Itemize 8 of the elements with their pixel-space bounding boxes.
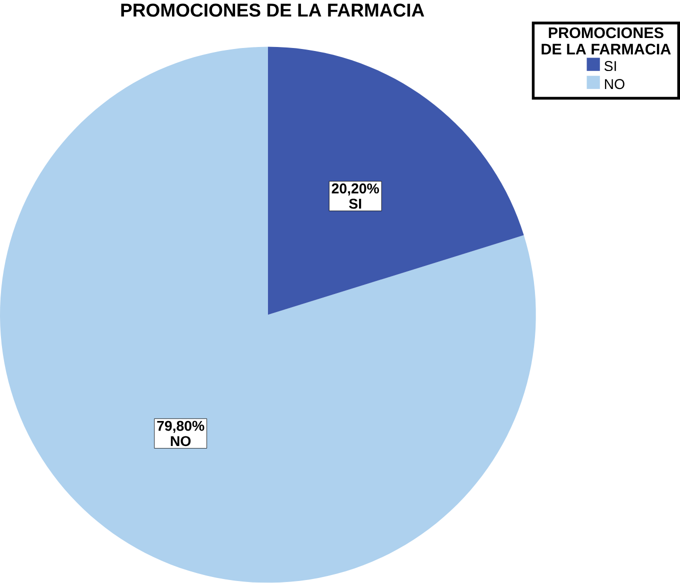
data-label: 79,80% bbox=[157, 420, 204, 434]
data-label: 20,20% bbox=[332, 184, 379, 196]
legend-label: NO bbox=[604, 79, 624, 90]
legend-title: PROMOCIONES DE LA FARMACIA bbox=[542, 28, 671, 55]
legend-label: SI bbox=[604, 61, 616, 72]
slice-label: SI bbox=[349, 198, 362, 209]
slice-label: NO bbox=[170, 436, 191, 446]
chart-title: PROMOCIONES DE LA FARMACIA bbox=[121, 4, 424, 17]
